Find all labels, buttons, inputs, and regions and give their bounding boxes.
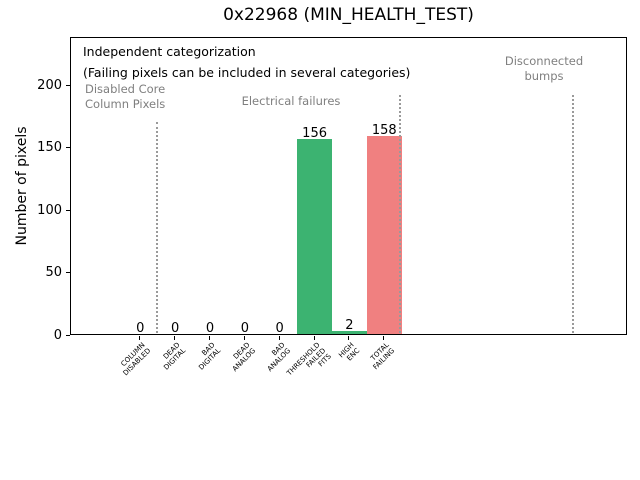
- region-label-disabled-core-column-pixels: Disabled Core Column Pixels: [85, 82, 166, 111]
- x-tick-mark: [383, 336, 384, 340]
- x-tick-mark: [348, 336, 349, 340]
- annotation-note-line2: (Failing pixels can be included in sever…: [83, 65, 411, 80]
- bar-value-label: 0: [275, 321, 284, 336]
- bar-value-label: 0: [171, 321, 180, 336]
- x-tick-mark: [244, 336, 245, 340]
- x-tick-mark: [139, 336, 140, 340]
- bar-value-label: 156: [302, 126, 327, 141]
- y-tick-mark: [66, 272, 70, 273]
- y-tick-label: 100: [37, 203, 62, 218]
- region-separator-dotted-line: [156, 122, 158, 333]
- y-tick-mark: [66, 147, 70, 148]
- y-tick-mark: [66, 335, 70, 336]
- y-tick-mark: [66, 210, 70, 211]
- bar-value-label: 0: [136, 321, 145, 336]
- bar: [366, 136, 402, 334]
- plot-area: Independent categorization (Failing pixe…: [70, 37, 627, 336]
- annotation-note-line1: Independent categorization: [83, 44, 256, 59]
- x-tick-mark: [279, 336, 280, 340]
- y-tick-label: 150: [37, 140, 62, 155]
- y-tick-label: 200: [37, 78, 62, 93]
- bar-value-label: 0: [240, 321, 250, 336]
- x-tick-mark: [314, 336, 315, 340]
- bar: [332, 331, 367, 334]
- x-tick-mark: [174, 336, 175, 340]
- y-tick-label: 50: [45, 265, 62, 280]
- bar-value-label: 0: [205, 321, 215, 336]
- chart-title: 0x22968 (MIN_HEALTH_TEST): [223, 5, 474, 25]
- bar-value-label: 158: [371, 123, 397, 138]
- y-tick-label: 0: [53, 328, 62, 343]
- x-tick-mark: [209, 336, 210, 340]
- region-label-disconnected-bumps: Disconnected bumps: [504, 54, 584, 83]
- y-tick-mark: [66, 85, 70, 86]
- region-separator-dotted-line: [399, 95, 401, 333]
- bar-value-label: 2: [345, 318, 354, 333]
- bar: [297, 139, 332, 334]
- region-separator-dotted-line: [572, 95, 574, 333]
- region-label-electrical-failures: Electrical failures: [241, 94, 341, 108]
